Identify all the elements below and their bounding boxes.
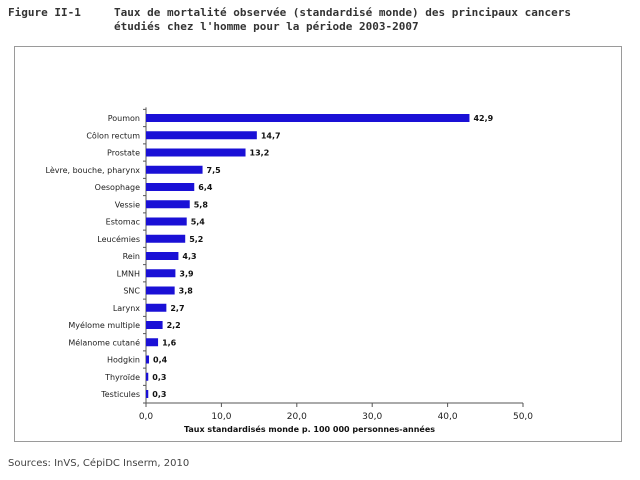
value-label: 4,3 [182,252,196,261]
category-label: Vessie [115,200,140,209]
value-label: 2,2 [167,321,181,330]
value-label: 5,2 [189,235,203,244]
value-label: 7,5 [207,166,222,175]
x-tick-label: 0,0 [139,412,154,422]
value-label: 6,4 [198,183,213,192]
bar [146,148,246,157]
value-label: 5,8 [194,200,209,209]
category-label: Myélome multiple [68,320,140,330]
bar [146,114,470,122]
value-label: 0,3 [152,373,166,382]
x-tick-label: 50,0 [513,412,533,422]
bar [146,234,186,243]
bar [146,217,187,226]
bar [146,390,149,398]
value-label: 0,4 [153,356,168,365]
bar [146,355,150,364]
x-tick-label: 30,0 [362,412,382,422]
category-label: Larynx [113,304,140,313]
figure-title: Taux de mortalité observée (standardisé … [114,6,571,33]
bar [146,321,163,329]
value-label: 3,9 [179,269,194,278]
value-label: 13,2 [250,149,270,158]
category-label: Estomac [106,218,140,227]
value-label: 1,6 [162,338,177,347]
bar [146,183,195,191]
category-label: Lèvre, bouche, pharynx [46,165,141,175]
value-label: 0,3 [152,390,166,399]
category-label: Mélanome cutané [68,337,140,347]
category-label: Oesophage [95,183,140,192]
category-label: LMNH [117,269,140,278]
bar [146,200,190,209]
bar [146,269,176,278]
bar [146,303,167,312]
x-tick-label: 10,0 [211,412,231,422]
bar [146,131,257,140]
category-label: Thyroïde [104,373,140,382]
bar [146,372,149,381]
bar [146,165,203,174]
bar-chart: Poumon 42,9 Côlon rectum 14,7 Prostate 13,2 Lè… [46,107,533,434]
value-label: 42,9 [473,114,493,123]
value-label: 2,7 [170,304,184,313]
category-label: SNC [123,287,140,296]
category-label: Hodgkin [107,356,140,365]
bar [146,286,175,295]
value-label: 3,8 [179,287,194,296]
chart-frame: Poumon 42,9 Côlon rectum 14,7 Prostate 13,2 Lè… [14,46,622,442]
category-label: Côlon rectum [86,130,140,140]
category-label: Testicules [100,390,140,399]
sources-note: Sources: InVS, CépiDC Inserm, 2010 [8,458,190,469]
x-tick-label: 20,0 [287,412,307,422]
bar [146,338,159,347]
figure-label: Figure II-1 [8,6,81,19]
category-label: Prostate [107,149,140,158]
value-label: 14,7 [261,131,281,140]
category-label: Rein [123,252,140,261]
figure-header: Figure II-1 Taux de mortalité observée (… [8,6,628,44]
x-axis-title: Taux standardisés monde p. 100 000 perso… [184,424,435,434]
bar [146,252,179,260]
value-label: 5,4 [191,218,206,227]
x-tick-label: 40,0 [438,412,458,422]
category-label: Poumon [108,114,140,123]
category-label: Leucémies [97,234,140,244]
